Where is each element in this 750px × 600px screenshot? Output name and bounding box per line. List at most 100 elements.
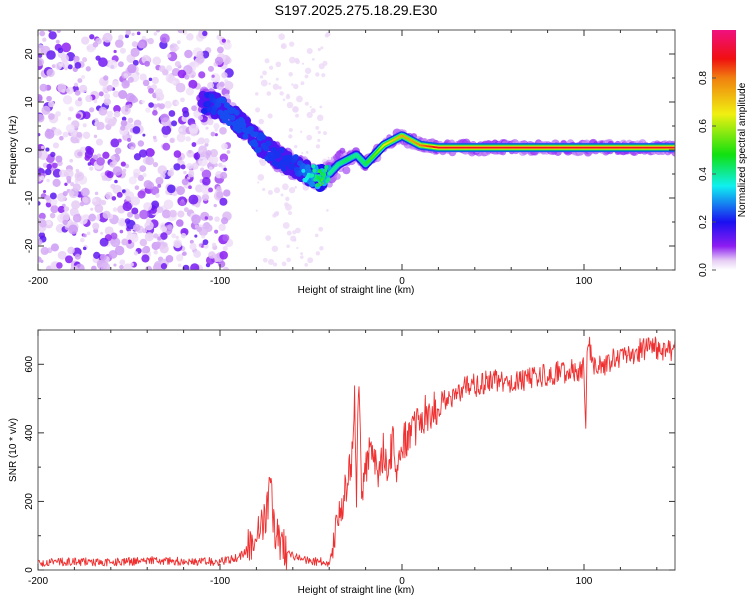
spectrogram-noise-cell — [198, 71, 206, 79]
spectrogram-noise-cell — [46, 95, 52, 102]
spectrogram-noise-cell — [82, 246, 87, 251]
spectrogram-noise-cell — [216, 46, 224, 54]
spectrogram-noise-cell — [55, 155, 63, 163]
spectrogram-noise-cell — [159, 33, 170, 44]
spectrogram-noise-cell — [258, 118, 265, 125]
spectrogram-noise-cell — [66, 175, 72, 182]
spectrogram-noise-cell — [68, 106, 74, 112]
spectrogram-noise-cell — [71, 200, 81, 210]
snr-panel: -200 -100 0 100 0 200 400 600 Height of straigh… — [8, 329, 676, 596]
spectrogram-noise-cell — [227, 39, 231, 44]
colorbar-tick-label: 0.6 — [698, 119, 709, 133]
spectrogram-noise-cell — [113, 49, 117, 54]
spectrogram-ridge-cell — [319, 184, 322, 187]
spectrogram-noise-cell — [177, 69, 187, 79]
spectrogram-noise-cell — [117, 138, 122, 143]
spectrogram-noise-cell — [152, 161, 159, 168]
spectrogram-noise-cell — [47, 113, 55, 120]
spectrogram-noise-cell — [96, 121, 105, 130]
spectrogram-noise-cell — [306, 48, 313, 55]
spectrogram-noise-cell — [38, 232, 46, 239]
spectrogram-noise-cell — [288, 134, 293, 139]
spectrogram-noise-cell — [182, 251, 187, 256]
spectrogram-noise-cell — [88, 213, 97, 222]
spectrogram-noise-cell — [50, 151, 56, 158]
spectrogram-noise-cell — [52, 168, 62, 178]
spectrogram-ridge-cell — [305, 168, 312, 175]
spectrogram-noise-cell — [94, 191, 99, 196]
spectrogram-ridge-cell — [317, 170, 320, 173]
spectrogram-noise-cell — [110, 232, 118, 240]
spectrogram-noise-cell — [102, 210, 111, 219]
spectrogram-noise-cell — [180, 164, 186, 170]
spectrogram-noise-cell — [193, 250, 201, 258]
spectrogram-noise-cell — [145, 107, 151, 113]
spectrogram-noise-cell — [214, 133, 218, 137]
spectrogram-noise-cell — [183, 170, 187, 175]
spectrogram-noise-cell — [195, 184, 204, 193]
spectrogram-noise-cell — [268, 65, 274, 70]
spectrogram-noise-cell — [121, 238, 129, 246]
spectrogram-noise-cell — [57, 250, 67, 260]
spectrogram-noise-cell — [57, 205, 65, 214]
spectrogram-noise-cell — [290, 235, 297, 242]
spectrogram-noise-cell — [259, 159, 267, 167]
spectrogram-noise-cell — [59, 135, 64, 141]
spectrogram-noise-cell — [113, 110, 121, 118]
spectrogram-noise-cell — [158, 65, 166, 73]
spectrogram-noise-cell — [267, 113, 273, 119]
snr-ytick-label: 600 — [24, 356, 35, 373]
snr-ytick-label: 0 — [24, 567, 35, 573]
spectrogram-noise-cell — [77, 151, 83, 157]
spectrogram-noise-cell — [127, 211, 134, 218]
spectrogram-noise-cell — [267, 258, 275, 265]
spectrogram-noise-cell — [65, 88, 70, 93]
spectrogram-noise-cell — [44, 195, 51, 201]
spectrogram-noise-cell — [64, 168, 74, 179]
snr-xtick-label: -100 — [210, 576, 230, 587]
spectrogram-noise-cell — [221, 158, 226, 163]
spectrogram-ridge-cell — [292, 154, 299, 161]
spectrogram-noise-cell — [190, 263, 200, 270]
spectrogram-noise-cell — [91, 265, 97, 270]
spectrogram-noise-cell — [92, 197, 97, 203]
spectrogram-ytick-label: 0 — [24, 147, 35, 153]
spectrogram-noise-cell — [156, 206, 164, 214]
spectrogram-ridge-cell — [289, 163, 296, 170]
spectrogram-noise-cell — [75, 113, 82, 119]
spectrogram-noise-cell — [196, 50, 204, 58]
spectrogram-noise-cell — [38, 239, 43, 246]
spectrogram-noise-cell — [222, 245, 228, 252]
spectrogram-noise-cell — [137, 190, 146, 199]
spectrogram-noise-cell — [285, 196, 290, 202]
spectrogram-ridge-cell — [320, 179, 323, 182]
spectrogram-noise-cell — [65, 124, 75, 133]
spectrogram-noise-cell — [137, 140, 145, 147]
spectrogram-noise-cell — [89, 34, 95, 40]
spectrogram-noise-cell — [100, 231, 104, 235]
spectrogram-noise-cell — [143, 202, 152, 211]
spectrogram-noise-cell — [141, 35, 147, 41]
spectrogram-noise-cell — [106, 171, 114, 179]
spectrogram-noise-cell — [221, 142, 228, 150]
snr-ytick-label: 200 — [24, 493, 35, 510]
spectrogram-noise-cell — [112, 207, 118, 212]
spectrogram-noise-cell — [286, 244, 290, 248]
spectrogram-noise-cell — [319, 246, 324, 251]
spectrogram-noise-cell — [166, 53, 172, 58]
spectrogram-noise-cell — [82, 123, 87, 128]
spectrogram-noise-cell — [110, 237, 121, 248]
spectrogram-noise-cell — [108, 59, 118, 70]
spectrogram-noise-cell — [280, 193, 284, 197]
spectrogram-noise-cell — [295, 227, 301, 234]
spectrogram-noise-cell — [82, 111, 91, 120]
spectrogram-noise-cell — [50, 205, 59, 214]
spectrogram-noise-cell — [112, 166, 123, 176]
spectrogram-noise-cell — [38, 57, 44, 67]
spectrogram-noise-cell — [220, 224, 226, 230]
spectrogram-noise-cell — [169, 209, 177, 218]
spectrogram-noise-cell — [147, 37, 154, 45]
spectrogram-noise-cell — [186, 162, 193, 170]
